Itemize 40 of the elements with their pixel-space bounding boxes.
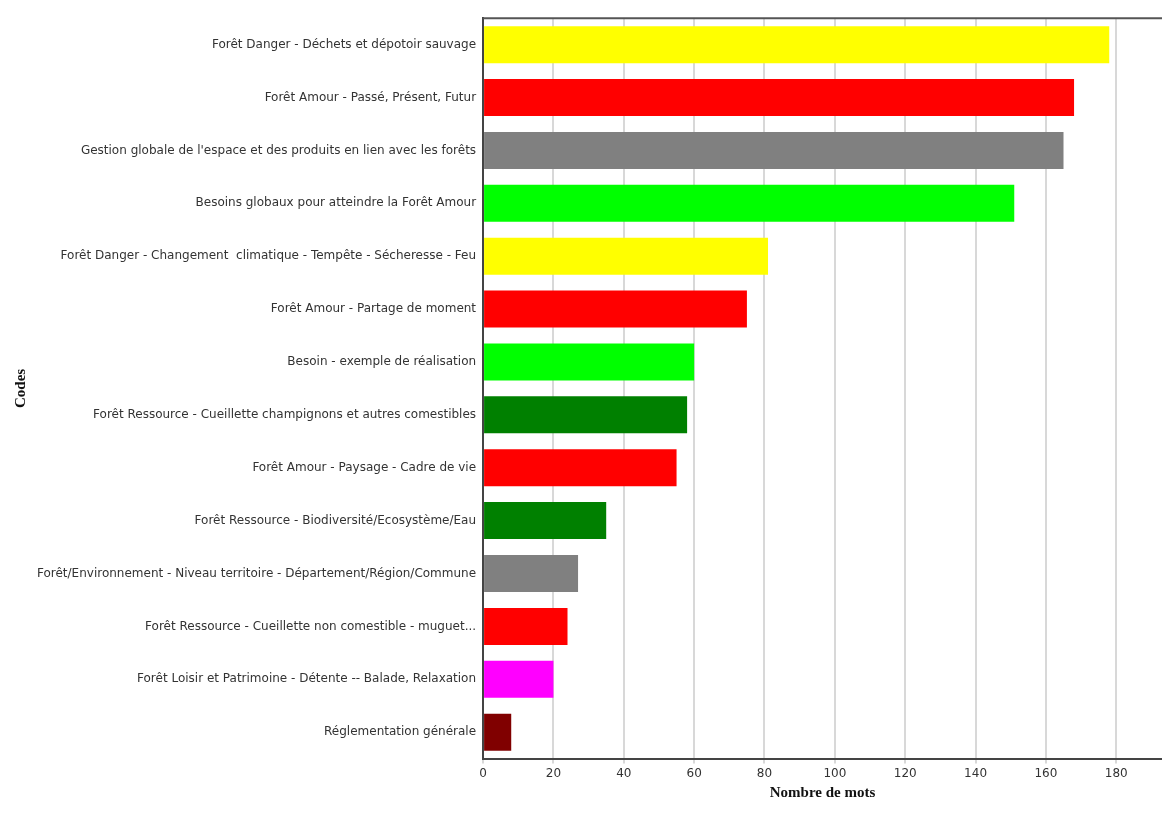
x-tick-label: 0 — [479, 765, 487, 780]
y-tick-label: Forêt Danger - Changement climatique - Tempête - Sécheresse - Feu — [60, 248, 477, 263]
bar — [484, 290, 747, 328]
y-tick-label: Forêt Ressource - Cueillette champignons et autres comestibles — [93, 406, 477, 421]
x-tick-label: 180 — [1104, 765, 1128, 780]
x-tick-label: 20 — [545, 765, 562, 780]
x-tick-label: 140 — [964, 765, 988, 780]
x-tick-label: 100 — [823, 765, 847, 780]
x-tick-label: 80 — [756, 765, 773, 780]
x-tick-label: 60 — [686, 765, 702, 780]
bar — [484, 502, 607, 540]
y-tick-label: Forêt Loisir et Patrimoine - Détente -- Balade, Relaxation — [137, 671, 477, 686]
bar — [484, 607, 568, 645]
x-tick-label: 120 — [893, 765, 917, 780]
y-tick-label: Forêt Danger - Déchets et dépotoir sauvage — [211, 36, 477, 51]
bar — [484, 343, 695, 381]
x-axis-title: Nombre de mots — [769, 783, 876, 800]
y-tick-label: Forêt Amour - Paysage - Cadre de vie — [252, 459, 477, 474]
bar — [484, 713, 512, 751]
y-tick-label: Forêt Amour - Partage de moment — [270, 301, 477, 316]
y-tick-label: Gestion globale de l'espace et des produits en lien avec les forêts — [80, 142, 477, 157]
bar — [484, 449, 677, 487]
bar — [484, 26, 1110, 64]
y-tick-label: Besoins globaux pour atteindre la Forêt Amour — [195, 195, 477, 210]
bar — [484, 660, 554, 698]
y-tick-label: Besoin - exemple de réalisation — [287, 354, 477, 369]
y-tick-label: Réglementation générale — [324, 724, 477, 739]
y-axis-title: Codes — [11, 368, 28, 408]
y-tick-label: Forêt Amour - Passé, Présent, Futur — [264, 89, 477, 104]
y-tick-label: Forêt Ressource - Cueillette non comestible - muguet... — [145, 618, 477, 633]
bar — [484, 79, 1075, 117]
bar — [484, 554, 579, 593]
bar — [484, 184, 1015, 222]
bar — [484, 237, 769, 275]
y-tick-label: Forêt Ressource - Biodiversité/Ecosystème/Eau — [194, 512, 477, 527]
y-tick-label: Forêt/Environnement - Niveau territoire - Département/Région/Commune — [36, 565, 477, 580]
x-tick-label: 160 — [1034, 765, 1058, 780]
x-tick-label: 40 — [616, 765, 632, 780]
bar — [484, 131, 1064, 169]
bar — [484, 396, 688, 434]
